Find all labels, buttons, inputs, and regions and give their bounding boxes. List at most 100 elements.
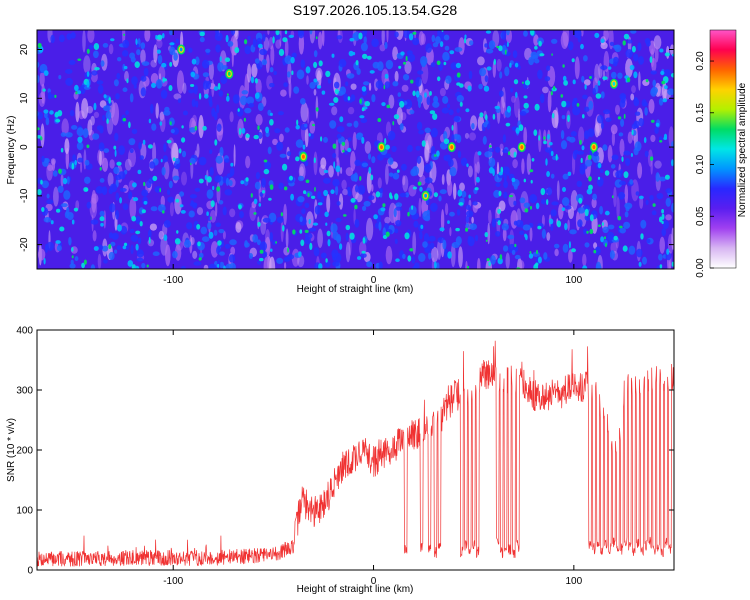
- spectrogram-cell: [83, 259, 87, 265]
- spectrogram-cell: [135, 230, 141, 235]
- spectrogram-cell: [565, 205, 572, 210]
- spectrogram-cell: [666, 248, 670, 255]
- spectrogram-cell: [420, 224, 424, 229]
- spectrogram-cell: [115, 93, 120, 100]
- spectrogram-cell: [238, 204, 242, 210]
- spectrogram-cell: [162, 33, 165, 39]
- spectrogram-cell: [471, 216, 474, 224]
- spectrogram-cell: [622, 40, 626, 46]
- spectrogram-cell: [368, 195, 375, 201]
- spectrogram-cell: [252, 234, 259, 243]
- spectrogram-cell: [377, 177, 382, 189]
- spectrogram-cell: [209, 149, 213, 155]
- spectrogram-cell: [392, 81, 399, 87]
- spectrogram-cell: [505, 122, 511, 127]
- spectrogram-cell: [458, 37, 465, 55]
- spectrogram-cell: [191, 98, 196, 108]
- spectrogram-cell: [196, 207, 204, 216]
- spectrogram-cell: [285, 228, 289, 249]
- spectrogram-cell: [604, 210, 610, 216]
- spectrogram-cell: [37, 42, 42, 49]
- spectrogram-cell: [350, 174, 358, 182]
- spectrogram-cell: [298, 251, 302, 257]
- spectrogram-cell: [192, 202, 198, 209]
- spectrogram-cell: [344, 150, 349, 155]
- spectrogram-cell: [190, 71, 196, 78]
- spectrogram-cell: [83, 55, 91, 74]
- spectrogram-x-ticks: -100 0 100: [163, 30, 583, 286]
- spectrogram-cell: [576, 150, 585, 155]
- spectrogram-cell: [305, 179, 310, 184]
- spectrogram-cell: [109, 159, 115, 169]
- spectrogram-cell: [616, 195, 620, 220]
- spectrogram-cell: [368, 82, 372, 91]
- spectrogram-cell: [542, 86, 549, 94]
- spectrogram-cell: [68, 236, 72, 246]
- spectrogram-cell: [205, 80, 211, 89]
- spectrogram-cell: [88, 44, 94, 50]
- spectrogram-cell: [361, 30, 368, 37]
- spectrogram-cell: [318, 60, 323, 67]
- spectrogram-cell: [626, 77, 631, 83]
- spectrogram-cell: [506, 30, 510, 36]
- spectrogram-cell: [43, 70, 49, 76]
- spectrogram-cell: [663, 133, 668, 140]
- spectrogram-cell: [485, 119, 489, 125]
- spectrogram-cell: [141, 61, 150, 66]
- spectrogram-cell: [181, 150, 187, 158]
- spectrogram-cell: [332, 261, 340, 267]
- spectrogram-cell: [332, 152, 337, 159]
- spectrogram-cell: [65, 77, 74, 86]
- spectrogram-cell: [227, 41, 234, 47]
- spectrogram-cell: [552, 155, 560, 161]
- spectrogram-peak-0: [29, 142, 37, 152]
- spectrogram-cell: [464, 132, 470, 139]
- spectrogram-cell: [341, 179, 347, 190]
- spectrogram-cell: [650, 70, 657, 75]
- spectrogram-cell: [439, 87, 446, 97]
- spectrogram-cell: [644, 150, 649, 158]
- spectrogram-cell: [215, 155, 223, 164]
- spectrogram-cell: [456, 72, 461, 78]
- spectrogram-cell: [100, 222, 104, 227]
- spectrogram-cell: [378, 221, 382, 231]
- spectrogram-cell: [478, 83, 483, 90]
- spectrogram-cell: [355, 192, 363, 203]
- spectrogram-cell: [506, 41, 509, 48]
- spectrogram-cell: [254, 181, 261, 190]
- spectrogram-cell: [200, 226, 208, 235]
- spectrogram-cell: [259, 192, 264, 197]
- spectrogram-cell: [293, 86, 300, 94]
- spectrogram-cell: [213, 229, 218, 236]
- peak-core: [520, 145, 524, 150]
- spectrogram-cell: [667, 88, 674, 96]
- spectrogram-cell: [453, 122, 456, 135]
- spectrogram-cell: [151, 82, 156, 88]
- spectrogram-cell: [217, 62, 224, 72]
- spectrogram-cell: [607, 145, 613, 163]
- spectrogram-cell: [600, 122, 604, 130]
- spectrogram-cell: [191, 58, 197, 65]
- spectrogram-cell: [127, 260, 134, 267]
- colorbar-ticks: 0.00 0.05 0.10 0.15 0.20: [695, 51, 714, 278]
- spectrogram-cell: [160, 89, 168, 99]
- spectrogram-cell: [54, 111, 59, 118]
- spectrogram-cell: [654, 160, 662, 169]
- spectrogram-cell: [631, 85, 636, 94]
- spectrogram-cell: [396, 107, 403, 125]
- spectrogram-cell: [518, 260, 525, 269]
- spectrogram-cell: [484, 151, 493, 158]
- spectrogram-cell: [534, 45, 538, 50]
- spectrogram-cell: [581, 30, 584, 37]
- spectrogram-cell: [493, 58, 496, 65]
- spectrogram-cell: [97, 84, 104, 95]
- spectrogram-cell: [433, 95, 439, 104]
- spectrogram-cell: [430, 62, 436, 68]
- spectrogram-cell: [57, 185, 64, 193]
- spectrogram-cell: [304, 123, 308, 128]
- spectrogram-cell: [226, 93, 229, 96]
- spectrogram-cell: [438, 195, 442, 202]
- spectrogram-cell: [377, 118, 382, 122]
- spectrogram-cell: [265, 54, 270, 73]
- spectrogram-cell: [619, 99, 626, 108]
